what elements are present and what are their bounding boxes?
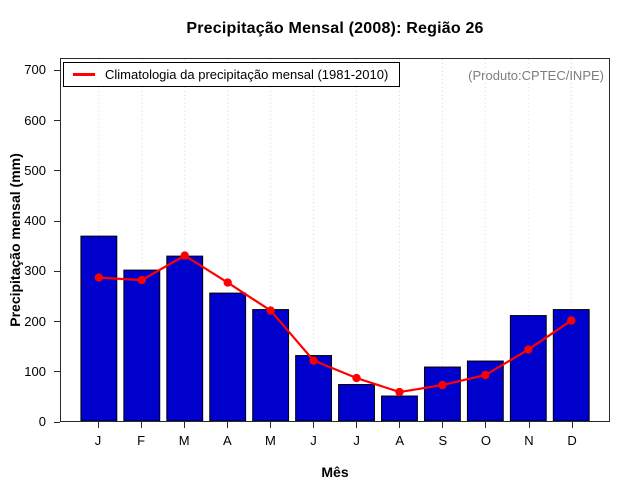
x-tick-label-12-D: D: [567, 433, 577, 448]
bar-5-M: [252, 309, 290, 421]
line-point-2: [137, 275, 146, 285]
line-point-3: [180, 251, 189, 260]
legend: Climatologia da precipitação mensal (198…: [63, 62, 401, 87]
line-point-6: [309, 356, 318, 365]
plot-area: Climatologia da precipitação mensal (198…: [60, 58, 610, 422]
x-tick-mark-8: [399, 422, 401, 428]
x-tick-label-5-M: M: [264, 433, 276, 448]
x-tick-mark-12: [571, 422, 573, 428]
line-point-1: [94, 273, 104, 282]
y-tick-label-0: 0: [38, 414, 46, 429]
x-tick-mark-10: [485, 422, 487, 428]
x-tick-label-6-J: J: [310, 433, 317, 448]
source-annotation: (Produto:CPTEC/INPE): [468, 68, 604, 83]
line-point-9: [438, 380, 447, 390]
y-tick-label-600: 600: [24, 112, 46, 128]
y-tick-label-700: 700: [24, 62, 46, 78]
x-tick-mark-5: [269, 422, 271, 428]
bar-3-M: [166, 255, 204, 421]
x-tick-label-2-F: F: [137, 433, 146, 448]
y-tick-label-100: 100: [24, 363, 46, 379]
bar-8-A: [381, 395, 418, 421]
x-tick-label-7-J: J: [353, 433, 360, 448]
bar-11-N: [509, 315, 547, 421]
x-tick-mark-1: [97, 422, 99, 428]
plot-canvas: [80, 59, 590, 421]
x-axis-title: Mês: [321, 464, 349, 480]
x-tick-mark-9: [442, 422, 444, 428]
bar-2-F: [123, 269, 161, 421]
x-tick-label-1-J: J: [94, 433, 102, 448]
legend-line-sample: [73, 73, 95, 76]
x-tick-mark-6: [313, 422, 314, 428]
line-point-11: [524, 345, 533, 354]
x-tick-label-3-M: M: [178, 433, 190, 448]
line-point-5: [266, 306, 275, 315]
x-tick-label-9-S: S: [438, 433, 448, 448]
line-point-4: [223, 278, 232, 287]
x-tick-mark-2: [140, 422, 142, 428]
x-tick-label-11-N: N: [524, 433, 534, 448]
x-tick-label-10-O: O: [480, 433, 491, 448]
y-axis-title: Precipitação mensal (mm): [7, 153, 23, 327]
bar-7-J: [338, 384, 375, 421]
bar-1-J: [80, 235, 118, 421]
x-tick-mark-7: [356, 422, 358, 428]
line-point-8: [395, 387, 404, 397]
x-tick-mark-11: [528, 422, 530, 428]
x-tick-mark-4: [226, 422, 228, 428]
line-point-10: [481, 370, 490, 380]
line-point-12: [567, 316, 576, 325]
x-tick-mark-3: [183, 422, 185, 428]
bar-9-S: [423, 366, 461, 421]
x-tick-label-4-A: A: [222, 433, 232, 448]
x-tick-label-8-A: A: [395, 433, 405, 448]
bar-12-D: [552, 309, 590, 421]
chart-title: Precipitação Mensal (2008): Região 26: [186, 20, 484, 37]
line-point-7: [352, 373, 361, 383]
bar-10-O: [466, 360, 504, 421]
legend-label: Climatologia da precipitação mensal (198…: [105, 67, 389, 82]
bar-4-A: [209, 292, 247, 421]
climatology-line: [98, 254, 572, 394]
